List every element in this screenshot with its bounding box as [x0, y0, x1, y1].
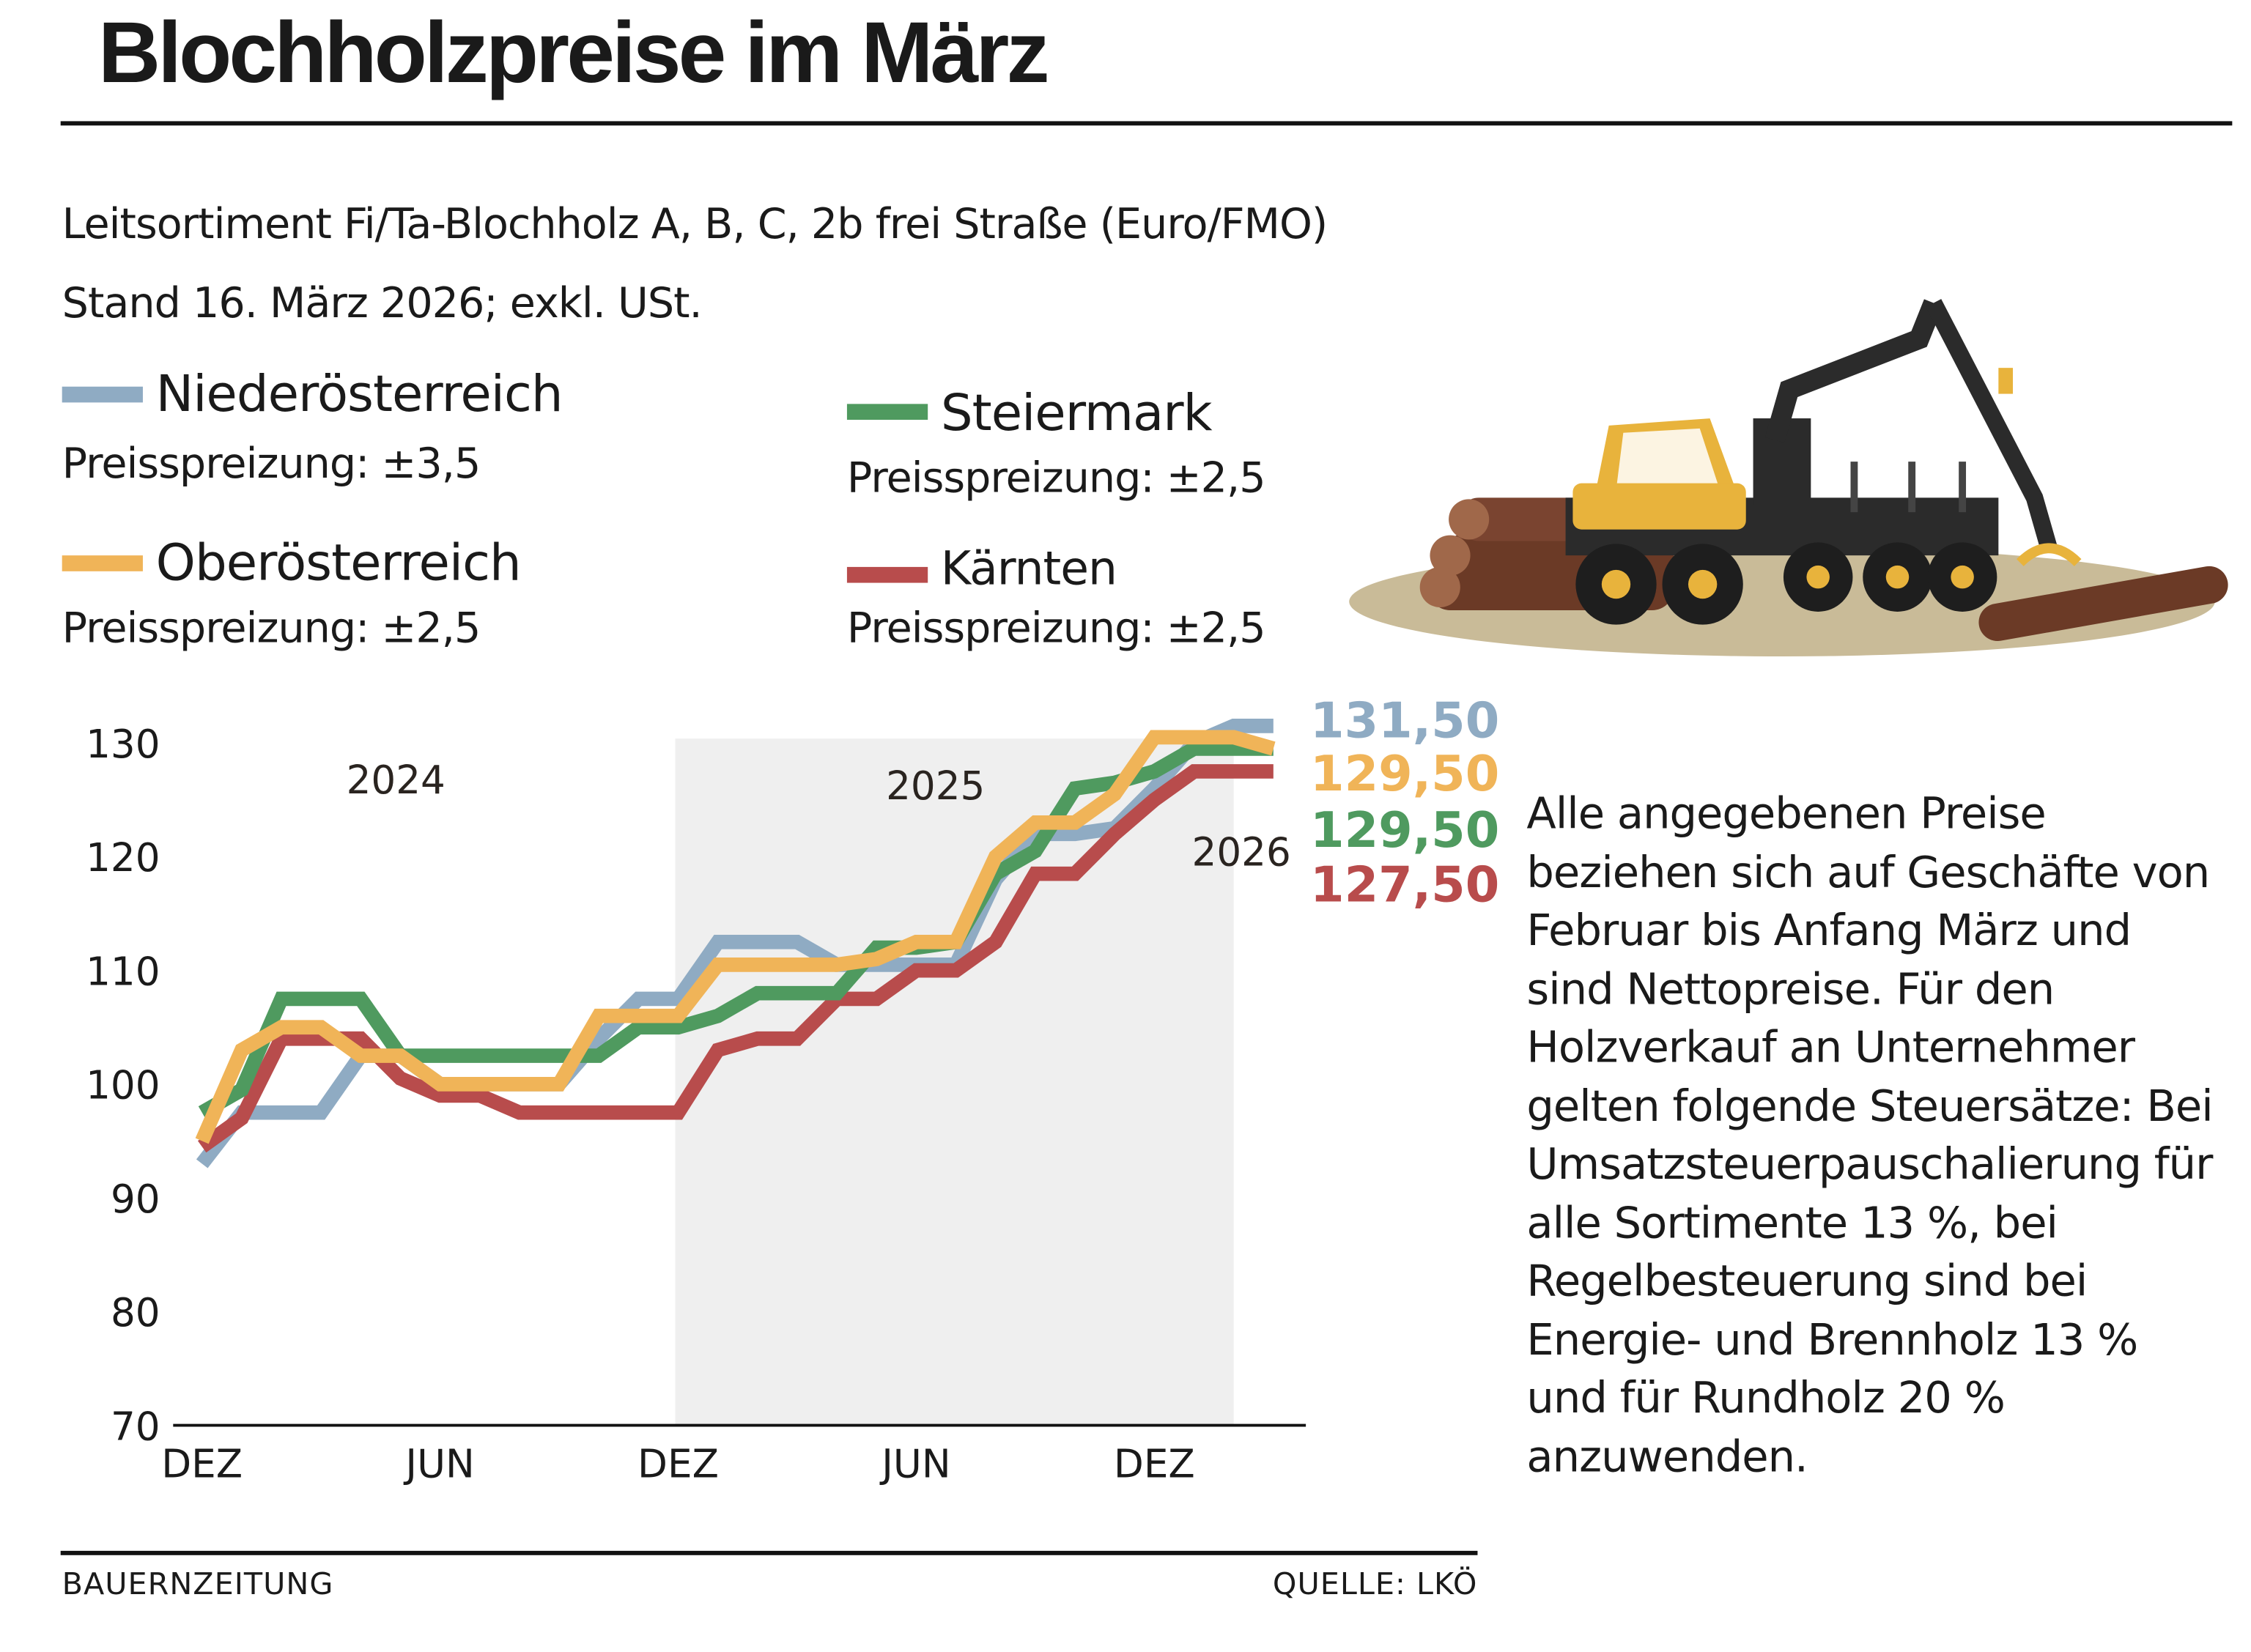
legend-spread-oberoesterreich: Preisspreizung: ±2,5	[62, 603, 481, 653]
footer-rule	[60, 1550, 1478, 1555]
x-tick-label: JUN	[879, 1441, 950, 1486]
legend-spread-kaernten: Preisspreizung: ±2,5	[846, 603, 1266, 653]
end-label-niederoesterreich: 131,50	[1310, 692, 1499, 749]
footer-source: QUELLE: LKÖ	[1272, 1566, 1478, 1601]
legend-swatch-oberoesterreich	[62, 555, 143, 571]
legend-spread-steiermark: Preisspreizung: ±2,5	[846, 453, 1266, 503]
series-line-oberösterreich	[195, 730, 1276, 1144]
legend-label-kaernten: Kärnten	[940, 541, 1117, 596]
x-tick-label: DEZ	[1114, 1441, 1195, 1486]
subtitle: Leitsortiment Fi/Ta-Blochholz A, B, C, 2…	[62, 199, 1328, 248]
y-tick-label: 130	[86, 722, 160, 767]
legend-swatch-kaernten	[846, 566, 928, 583]
legend-swatch-niederoesterreich	[62, 386, 143, 403]
forwarder-machine	[1565, 299, 2082, 625]
year-label-2026: 2026	[1192, 830, 1291, 875]
x-tick-label: JUN	[403, 1441, 474, 1486]
y-tick-label: 120	[86, 835, 160, 881]
x-tick-label: DEZ	[637, 1441, 719, 1486]
legend-label-oberoesterreich: Oberösterreich	[155, 535, 522, 593]
legend-label-niederoesterreich: Niederösterreich	[155, 366, 563, 424]
y-tick-label: 100	[86, 1063, 160, 1108]
year-label-2025: 2025	[886, 763, 985, 809]
legend-spread-niederoesterreich: Preisspreizung: ±3,5	[62, 438, 481, 488]
year-label-2024: 2024	[347, 758, 446, 803]
forwarder-illustration	[1349, 299, 2228, 656]
end-label-steiermark: 129,50	[1310, 801, 1499, 859]
x-tick-label: DEZ	[161, 1441, 243, 1486]
series-line-steiermark	[198, 741, 1274, 1119]
title-rule	[60, 121, 2233, 126]
y-tick-label: 90	[111, 1177, 160, 1222]
end-label-kaernten: 127,50	[1310, 856, 1499, 914]
price-note: Alle angegebenen Preise beziehen sich au…	[1526, 789, 2213, 1483]
date-note: Stand 16. März 2026; exkl. USt.	[62, 278, 703, 328]
page-title: Blochholzpreise im März	[97, 4, 1050, 101]
shaded-period-2025	[675, 738, 1234, 1426]
legend-swatch-steiermark	[846, 404, 928, 421]
y-tick-label: 110	[86, 949, 160, 994]
footer-publisher: BAUERNZEITUNG	[62, 1566, 334, 1601]
y-tick-label: 80	[111, 1290, 160, 1336]
legend-label-steiermark: Steiermark	[940, 385, 1213, 443]
y-tick-label: 70	[111, 1404, 160, 1449]
end-label-oberoesterreich: 129,50	[1310, 745, 1499, 802]
